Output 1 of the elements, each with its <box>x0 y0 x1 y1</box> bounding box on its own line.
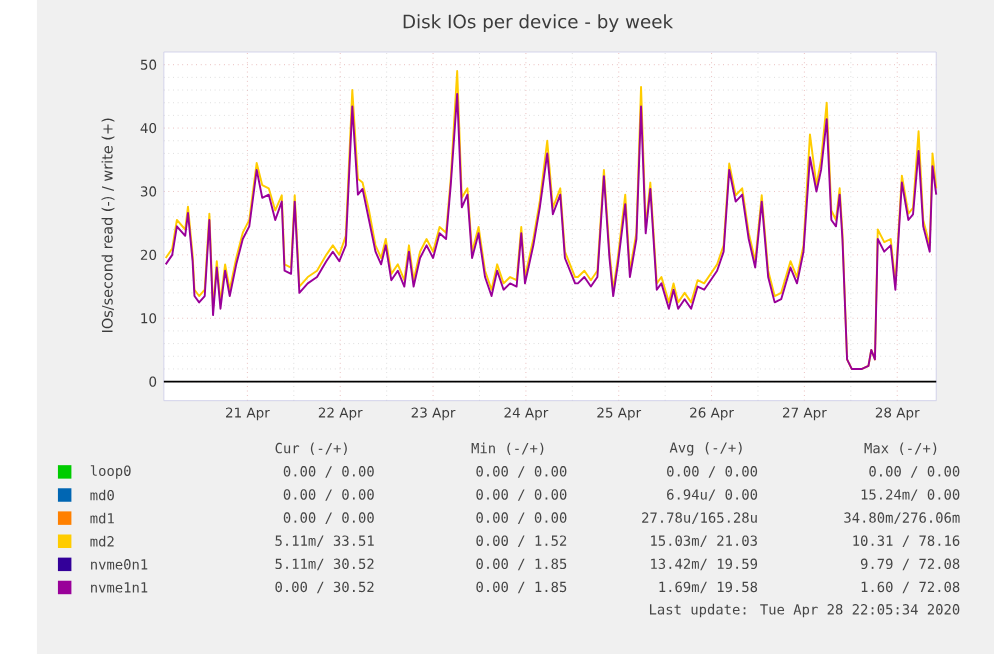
chart-title: Disk IOs per device - by week <box>403 13 674 32</box>
